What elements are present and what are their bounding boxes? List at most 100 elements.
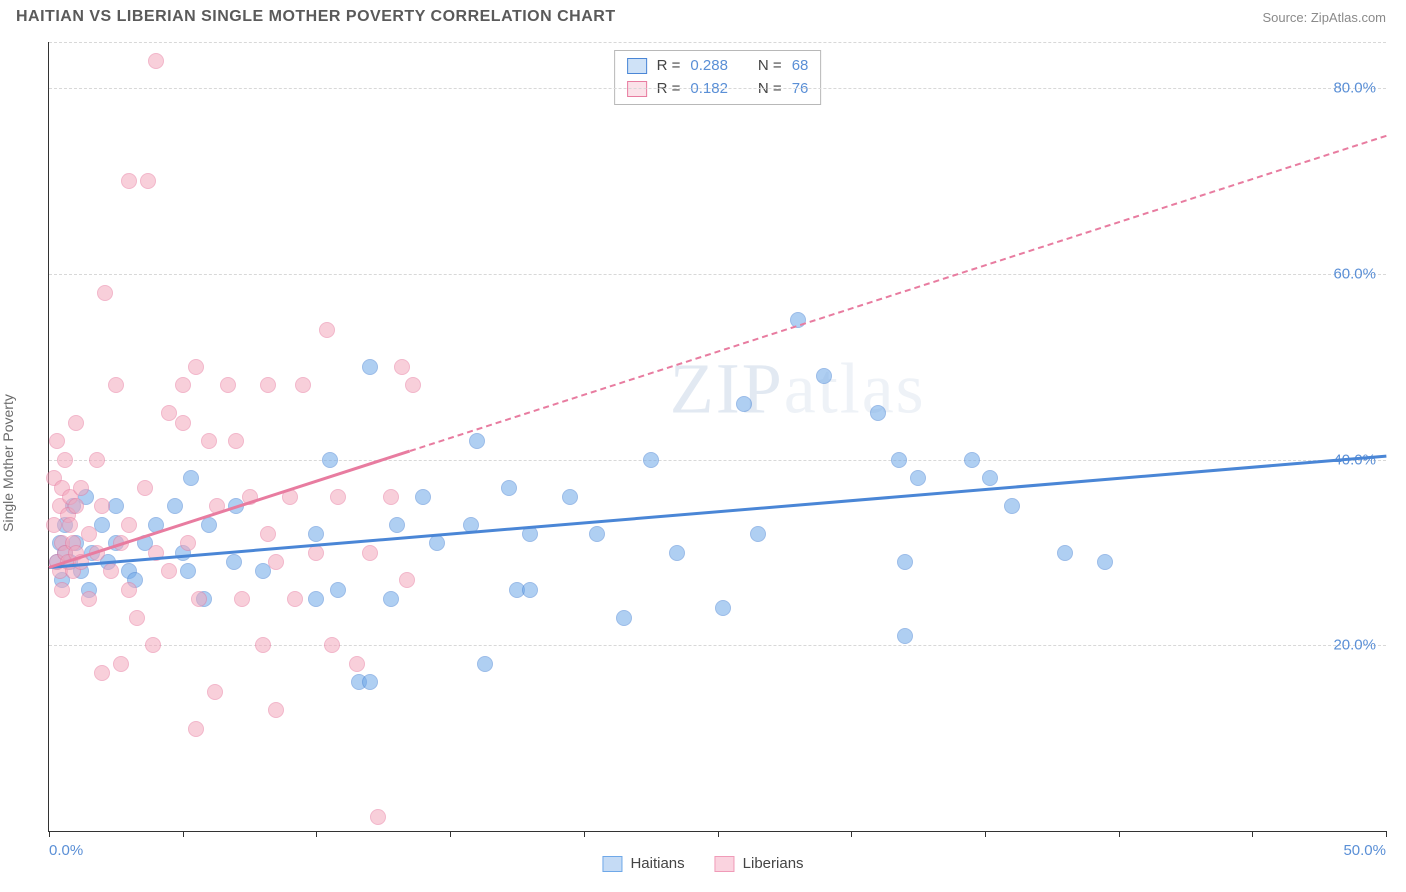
data-point xyxy=(113,656,129,672)
source-label: Source: ZipAtlas.com xyxy=(1262,10,1386,25)
gridline-h xyxy=(49,274,1386,275)
data-point xyxy=(140,173,156,189)
data-point xyxy=(910,470,926,486)
y-axis-label: Single Mother Poverty xyxy=(0,394,16,532)
stat-n-value: 68 xyxy=(792,55,809,78)
data-point xyxy=(180,535,196,551)
stat-r-label: R = xyxy=(657,55,681,78)
data-point xyxy=(897,554,913,570)
x-tick xyxy=(316,831,317,837)
data-point xyxy=(308,526,324,542)
chart-title: HAITIAN VS LIBERIAN SINGLE MOTHER POVERT… xyxy=(16,8,616,26)
data-point xyxy=(180,563,196,579)
x-tick-label: 0.0% xyxy=(49,842,83,859)
x-tick xyxy=(985,831,986,837)
x-tick xyxy=(1386,831,1387,837)
data-point xyxy=(362,359,378,375)
chart-wrapper: Single Mother Poverty ZIPatlas R =0.288N… xyxy=(0,30,1406,880)
data-point xyxy=(145,637,161,653)
data-point xyxy=(94,517,110,533)
data-point xyxy=(49,433,65,449)
data-point xyxy=(226,554,242,570)
gridline-h xyxy=(49,42,1386,43)
data-point xyxy=(330,582,346,598)
data-point xyxy=(383,489,399,505)
data-point xyxy=(415,489,431,505)
data-point xyxy=(501,480,517,496)
data-point xyxy=(750,526,766,542)
legend-item: Liberians xyxy=(715,855,804,872)
data-point xyxy=(121,173,137,189)
data-point xyxy=(324,637,340,653)
data-point xyxy=(68,415,84,431)
data-point xyxy=(349,656,365,672)
data-point xyxy=(362,545,378,561)
data-point xyxy=(161,563,177,579)
data-point xyxy=(68,498,84,514)
data-point xyxy=(167,498,183,514)
data-point xyxy=(228,433,244,449)
data-point xyxy=(964,452,980,468)
data-point xyxy=(394,359,410,375)
data-point xyxy=(103,563,119,579)
data-point xyxy=(669,545,685,561)
legend-swatch xyxy=(715,856,735,872)
data-point xyxy=(220,377,236,393)
data-point xyxy=(54,582,70,598)
legend-label: Haitians xyxy=(630,855,684,872)
y-tick-label: 20.0% xyxy=(1333,637,1376,654)
data-point xyxy=(57,452,73,468)
data-point xyxy=(129,610,145,626)
plot-area: ZIPatlas R =0.288N =68R =0.182N =76 20.0… xyxy=(48,42,1386,832)
data-point xyxy=(207,684,223,700)
data-point xyxy=(73,480,89,496)
y-tick-label: 80.0% xyxy=(1333,80,1376,97)
data-point xyxy=(616,610,632,626)
x-tick xyxy=(584,831,585,837)
data-point xyxy=(81,591,97,607)
gridline-h xyxy=(49,645,1386,646)
data-point xyxy=(94,498,110,514)
stat-r-value: 0.288 xyxy=(690,55,728,78)
data-point xyxy=(562,489,578,505)
data-point xyxy=(234,591,250,607)
data-point xyxy=(108,377,124,393)
data-point xyxy=(308,591,324,607)
legend-swatch xyxy=(627,58,647,74)
data-point xyxy=(399,572,415,588)
data-point xyxy=(188,721,204,737)
data-point xyxy=(62,517,78,533)
x-tick xyxy=(851,831,852,837)
trend-line xyxy=(410,135,1387,452)
legend-item: Haitians xyxy=(602,855,684,872)
data-point xyxy=(268,702,284,718)
chart-header: HAITIAN VS LIBERIAN SINGLE MOTHER POVERT… xyxy=(0,0,1406,30)
data-point xyxy=(370,809,386,825)
data-point xyxy=(94,665,110,681)
data-point xyxy=(148,53,164,69)
data-point xyxy=(816,368,832,384)
legend-swatch xyxy=(602,856,622,872)
data-point xyxy=(255,637,271,653)
y-tick-label: 60.0% xyxy=(1333,266,1376,283)
data-point xyxy=(322,452,338,468)
stat-legend-row: R = 0.288 N = 68 xyxy=(627,55,809,78)
x-tick xyxy=(718,831,719,837)
gridline-h xyxy=(49,460,1386,461)
data-point xyxy=(175,415,191,431)
data-point xyxy=(287,591,303,607)
data-point xyxy=(137,480,153,496)
x-tick xyxy=(1119,831,1120,837)
data-point xyxy=(715,600,731,616)
data-point xyxy=(891,452,907,468)
data-point xyxy=(295,377,311,393)
data-point xyxy=(362,674,378,690)
x-tick xyxy=(450,831,451,837)
stat-n-label: N = xyxy=(758,55,782,78)
data-point xyxy=(183,470,199,486)
trend-line xyxy=(49,455,1386,569)
data-point xyxy=(260,526,276,542)
data-point xyxy=(469,433,485,449)
data-point xyxy=(870,405,886,421)
data-point xyxy=(405,377,421,393)
